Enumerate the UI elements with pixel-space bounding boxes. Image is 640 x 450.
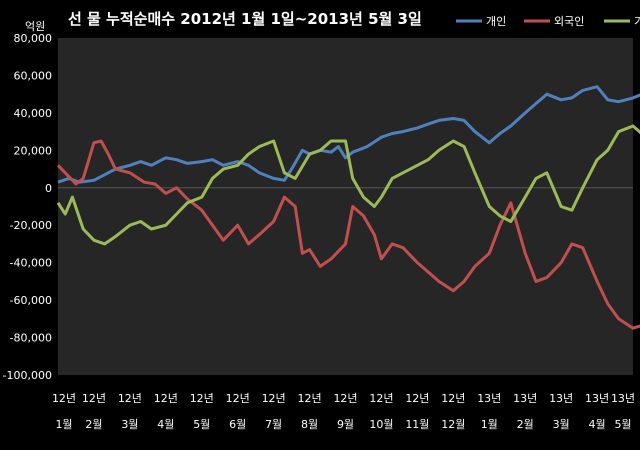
- y-tick-label: 0: [45, 182, 52, 195]
- x-tick-month: 8월: [301, 418, 318, 431]
- y-tick-label: -60,000: [10, 294, 52, 307]
- y-tick-label: -100,000: [3, 369, 52, 382]
- x-tick-month: 1월: [55, 418, 72, 431]
- y-tick-label: -20,000: [10, 219, 52, 232]
- y-tick-label: -80,000: [10, 332, 52, 345]
- y-tick-label: 20,000: [14, 144, 53, 157]
- x-tick-month: 1월: [481, 418, 498, 431]
- x-tick-month: 4월: [157, 418, 174, 431]
- y-axis-label: 억원: [25, 20, 45, 33]
- x-tick-year: 12년: [298, 392, 322, 405]
- x-tick-year: 12년: [82, 392, 106, 405]
- x-tick-month: 2월: [517, 418, 534, 431]
- y-tick-label: 80,000: [14, 32, 53, 45]
- series-line-3: [56, 124, 640, 246]
- series-line-2: [56, 139, 640, 330]
- x-tick-month: 10월: [369, 418, 393, 431]
- legend-label-1: 개인: [486, 15, 506, 28]
- x-tick-month: 9월: [337, 418, 354, 431]
- x-tick-month: 5월: [614, 418, 631, 431]
- x-tick-year: 12년: [226, 392, 250, 405]
- legend-label-2: 외국인: [554, 15, 584, 28]
- y-tick-label: 40,000: [14, 107, 53, 120]
- plot-area: [58, 38, 633, 375]
- x-tick-year: 12년: [405, 392, 429, 405]
- x-tick-year: 12년: [154, 392, 178, 405]
- x-tick-month: 6월: [229, 418, 246, 431]
- legend-label-3: 기관: [634, 15, 640, 28]
- x-tick-month: 5월: [193, 418, 210, 431]
- x-tick-year: 12년: [190, 392, 214, 405]
- y-tick-label: -40,000: [10, 257, 52, 270]
- x-tick-year: 12년: [118, 392, 142, 405]
- x-tick-year: 12년: [369, 392, 393, 405]
- x-tick-month: 7월: [265, 418, 282, 431]
- x-tick-year: 13년: [549, 392, 573, 405]
- chart-title: 선 물 누적순매수 2012년 1월 1일~2013년 5월 3일: [68, 10, 422, 28]
- y-tick-label: 60,000: [14, 69, 53, 82]
- x-tick-year: 12년: [333, 392, 357, 405]
- x-tick-year: 13년: [513, 392, 537, 405]
- x-tick-month: 3월: [553, 418, 570, 431]
- x-tick-month: 11월: [405, 418, 429, 431]
- x-tick-month: 3월: [121, 418, 138, 431]
- x-tick-year: 13년: [477, 392, 501, 405]
- x-tick-month: 12월: [441, 418, 465, 431]
- x-tick-year: 13년: [611, 392, 635, 405]
- x-tick-year: 12년: [52, 392, 76, 405]
- series-line-1: [57, 85, 640, 184]
- x-tick-month: 2월: [85, 418, 102, 431]
- x-tick-year: 12년: [441, 392, 465, 405]
- x-tick-year: 13년: [585, 392, 609, 405]
- x-tick-month: 4월: [589, 418, 606, 431]
- x-tick-year: 12년: [262, 392, 286, 405]
